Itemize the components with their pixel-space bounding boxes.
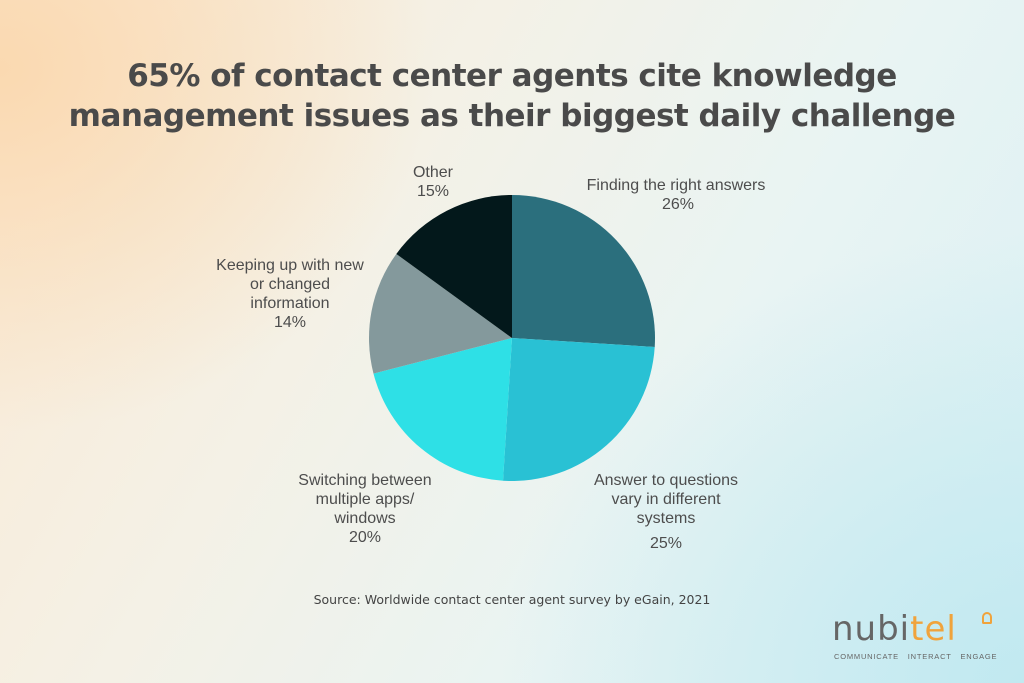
label-other: Other 15%	[412, 164, 453, 200]
pie-slice	[512, 195, 655, 347]
source-note: Source: Worldwide contact center agent s…	[313, 592, 711, 607]
chart-title: 65% of contact center agents cite knowle…	[0, 56, 1024, 136]
logo-tagline: COMMUNICATE INTERACT ENGAGE	[834, 652, 998, 661]
label-finding-answers: Finding the right answers 26%	[586, 177, 766, 213]
pie-slice	[369, 253, 512, 374]
pie-slice	[373, 338, 512, 481]
label-switching-apps: Switching between multiple apps/ windows…	[298, 472, 432, 546]
label-keeping-up: Keeping up with new or changed informati…	[216, 257, 364, 331]
chart-title-line-2: management issues as their biggest daily…	[68, 98, 956, 134]
label-answers-vary: Answer to questions vary in different sy…	[593, 472, 739, 552]
pie-slice	[396, 195, 512, 338]
chart-title-line-1: 65% of contact center agents cite knowle…	[127, 58, 897, 94]
nubitel-logo: nubitel COMMUNICATE INTERACT ENGAGE	[832, 609, 998, 661]
pie-slice	[503, 338, 655, 481]
logo-house-icon	[982, 612, 992, 624]
